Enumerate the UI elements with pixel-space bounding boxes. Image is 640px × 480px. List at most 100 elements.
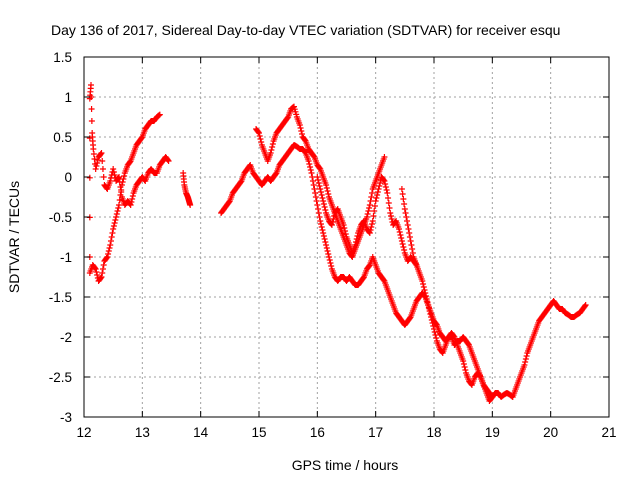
data-point <box>373 195 380 201</box>
y-tick-label: -2 <box>60 330 72 345</box>
data-point <box>103 255 110 261</box>
data-point <box>113 211 120 217</box>
data-point <box>322 207 329 213</box>
data-point <box>94 272 101 278</box>
data-point <box>94 157 101 163</box>
data-point <box>422 290 429 296</box>
x-tick-label: 13 <box>135 425 150 440</box>
data-point <box>317 189 324 195</box>
data-point <box>298 128 305 134</box>
data-point <box>312 194 319 200</box>
data-point <box>431 329 438 335</box>
data-point <box>92 166 99 172</box>
data-point <box>398 238 405 244</box>
data-point <box>320 230 327 236</box>
data-point <box>374 192 381 198</box>
x-tick-label: 19 <box>485 425 500 440</box>
x-tick-label: 15 <box>251 425 266 440</box>
data-point <box>118 182 125 188</box>
data-point <box>401 247 408 253</box>
data-point <box>364 211 371 217</box>
data-point <box>368 194 375 200</box>
data-point <box>387 210 394 216</box>
data-point <box>365 208 372 214</box>
data-point <box>428 314 435 320</box>
data-point <box>383 187 390 193</box>
data-point <box>330 216 337 222</box>
data-point <box>307 167 314 173</box>
data-point <box>433 335 440 341</box>
data-point <box>380 177 387 183</box>
data-point <box>104 254 111 260</box>
data-point <box>323 185 330 191</box>
data-point <box>372 198 379 204</box>
data-point <box>317 186 324 192</box>
data-point <box>401 201 408 207</box>
data-point <box>309 174 316 180</box>
series-track-a <box>86 82 172 260</box>
data-point <box>324 188 331 194</box>
data-point <box>331 213 338 219</box>
data-point <box>396 229 403 235</box>
data-point <box>320 233 327 239</box>
data-point <box>120 176 127 182</box>
data-point <box>310 182 317 188</box>
data-point <box>318 192 325 198</box>
data-point <box>117 192 124 198</box>
data-point <box>402 210 409 216</box>
x-tick-label: 16 <box>310 425 325 440</box>
x-tick-label: 18 <box>426 425 441 440</box>
data-point <box>582 302 589 308</box>
data-point <box>369 221 376 227</box>
data-point <box>406 234 413 240</box>
data-point <box>409 246 416 252</box>
series-track-g <box>314 174 420 268</box>
data-point <box>489 394 496 400</box>
data-point <box>431 326 437 332</box>
data-point <box>326 257 333 263</box>
data-point <box>88 82 94 88</box>
x-tick-label: 12 <box>76 425 91 440</box>
data-point <box>320 201 327 207</box>
data-point <box>319 227 326 233</box>
data-point <box>325 251 332 257</box>
data-point <box>164 157 171 163</box>
data-point <box>113 214 120 220</box>
data-point <box>423 296 430 302</box>
data-point <box>324 248 331 254</box>
data-point <box>105 251 112 257</box>
data-point <box>377 180 384 186</box>
data-point <box>107 238 114 244</box>
data-point <box>105 248 112 254</box>
plot-frame <box>83 56 610 418</box>
data-point <box>297 125 304 131</box>
data-point <box>321 204 328 210</box>
data-point <box>521 362 528 368</box>
data-point <box>408 242 415 248</box>
data-point <box>384 190 391 196</box>
data-point <box>371 208 378 214</box>
data-point <box>366 205 373 211</box>
data-point <box>353 236 360 242</box>
data-point <box>397 232 404 238</box>
data-point <box>317 218 324 224</box>
data-point <box>321 236 328 242</box>
data-point <box>98 150 105 156</box>
series-track-b <box>86 111 163 284</box>
data-point <box>257 136 264 142</box>
data-point <box>312 190 319 196</box>
y-tick-label: -0.5 <box>49 210 72 225</box>
data-point <box>107 178 114 184</box>
x-tick-label: 21 <box>601 425 616 440</box>
data-point <box>110 223 117 229</box>
data-point <box>108 234 115 240</box>
data-point <box>322 239 329 245</box>
data-point <box>165 158 172 164</box>
data-point <box>422 293 429 299</box>
data-point <box>121 173 128 179</box>
data-point <box>329 219 336 225</box>
y-tick-label: 1 <box>64 90 72 105</box>
data-point <box>382 181 389 187</box>
data-point <box>328 263 335 269</box>
data-point <box>100 262 107 268</box>
